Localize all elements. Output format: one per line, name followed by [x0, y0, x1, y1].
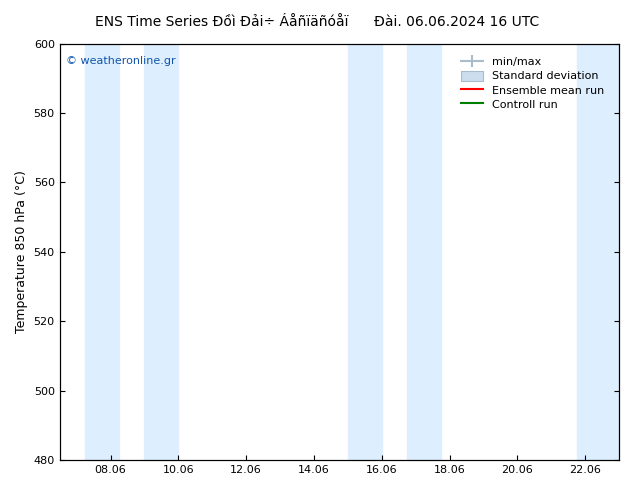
Legend: min/max, Standard deviation, Ensemble mean run, Controll run: min/max, Standard deviation, Ensemble me… — [458, 53, 608, 113]
Text: © weatheronline.gr: © weatheronline.gr — [67, 56, 176, 66]
Bar — [407, 44, 441, 460]
Text: Đài. 06.06.2024 16 UTC: Đài. 06.06.2024 16 UTC — [374, 15, 539, 29]
Text: ENS Time Series Đồì Đải÷ Áåñïäñóåï: ENS Time Series Đồì Đải÷ Áåñïäñóåï — [95, 15, 349, 29]
Bar — [145, 44, 178, 460]
Bar — [85, 44, 119, 460]
Bar — [348, 44, 382, 460]
Bar — [577, 44, 619, 460]
Y-axis label: Temperature 850 hPa (°C): Temperature 850 hPa (°C) — [15, 171, 28, 333]
